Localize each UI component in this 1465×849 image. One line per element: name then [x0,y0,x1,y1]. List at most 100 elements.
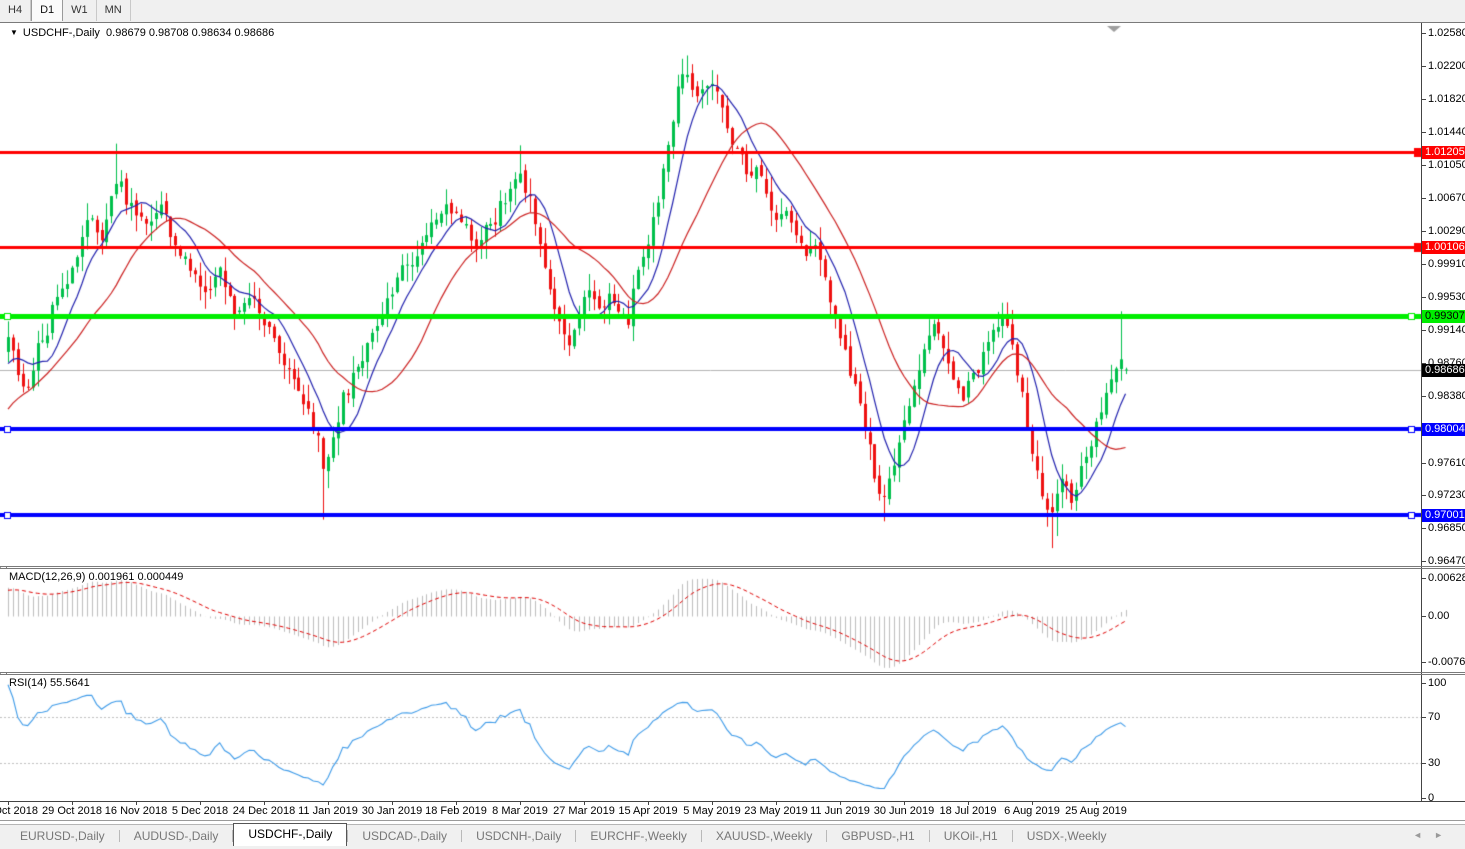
rsi-indicator-canvas[interactable] [0,675,1421,801]
time-axis-tick [904,801,905,805]
chart-dropdown-icon[interactable]: ▼ [10,28,18,37]
main-macd-separator[interactable] [0,566,1465,567]
tab-divider [826,829,828,842]
rsi-scale-tick [1421,798,1426,799]
main-macd-separator-2[interactable] [0,568,1465,569]
price-scale-tick [1421,495,1426,496]
rsi-scale-label: 100 [1428,677,1447,689]
time-axis-tick [520,801,521,805]
tab-divider [118,829,120,842]
time-axis-label: 30 Jan 2019 [361,805,423,817]
chart-tab-usdcnh-daily[interactable]: USDCNH-,Daily [476,829,562,843]
timeframe-toolbar: H4 D1 W1 MN [0,0,1465,23]
macd-indicator-canvas[interactable] [0,569,1421,672]
time-axis-label: 15 Apr 2019 [618,805,678,817]
time-axis-tick [72,801,73,805]
price-scale-border [1421,23,1422,802]
time-axis-tick [968,801,969,805]
chart-tab-usdcad-daily[interactable]: USDCAD-,Daily [362,829,448,843]
chart-tab-audusd-daily[interactable]: AUDUSD-,Daily [133,829,219,843]
tabs-scroll-left-icon[interactable]: ◄ [1413,830,1435,840]
macd-rsi-separator-2[interactable] [0,674,1465,675]
time-axis-label: 18 Feb 2019 [425,805,487,817]
price-scale-tick [1421,363,1426,364]
price-scale-label: 0.98380 [1428,390,1465,402]
time-axis-tick [8,801,9,805]
time-axis-label: 11 Jan 2019 [298,805,358,817]
price-scale-label: 0.96470 [1428,555,1465,567]
tab-divider [347,829,349,842]
price-scale-tick [1421,264,1426,265]
tab-divider [700,829,702,842]
chart-tab-gbpusd-h1[interactable]: GBPUSD-,H1 [841,829,915,843]
chart-tab-ukoil-h1[interactable]: UKOil-,H1 [943,829,998,843]
rsi-scale-label: 0 [1428,792,1435,804]
macd-label: MACD(12,26,9) 0.001961 0.000449 [9,571,183,583]
main-chart-canvas[interactable] [0,23,1421,566]
time-axis-tick [328,801,329,805]
chart-title: ▼ USDCHF-,Daily 0.98679 0.98708 0.98634 0… [10,27,274,39]
price-scale-label: 1.02200 [1428,60,1465,72]
price-scale-label: 1.02580 [1428,27,1465,39]
time-axis-tick [1032,801,1033,805]
price-scale-label: 0.99140 [1428,324,1465,336]
price-scale-label: 0.99530 [1428,291,1465,303]
timeframe-button-h4[interactable]: H4 [0,0,32,21]
price-scale-label: 1.01440 [1428,126,1465,138]
price-scale-tick [1421,165,1426,166]
timeframe-button-d1[interactable]: D1 [31,0,64,21]
rsi-scale-label: 70 [1428,711,1441,723]
level-price-label: 1.00106 [1422,241,1465,254]
macd-scale-label: 0.00 [1428,610,1450,622]
chart-window-top-border [0,22,1465,23]
price-scale-label: 0.96850 [1428,522,1465,534]
price-scale-label: 1.01820 [1428,93,1465,105]
time-axis-label: 18 Jul 2019 [939,805,997,817]
time-axis-tick [264,801,265,805]
tab-divider [928,829,930,842]
timeframe-button-w1[interactable]: W1 [63,0,97,21]
time-axis-tick [840,801,841,805]
chart-tab-usdx-weekly[interactable]: USDX-,Weekly [1026,829,1107,843]
chart-tab-usdchf-daily[interactable]: USDCHF-,Daily [233,823,348,846]
price-scale-label: 1.01050 [1428,159,1465,171]
macd-rsi-separator[interactable] [0,672,1465,673]
price-scale-label: 0.97230 [1428,489,1465,501]
macd-scale-tick [1421,662,1426,663]
time-axis-tick [1096,801,1097,805]
level-price-label: 1.01205 [1422,146,1465,159]
price-scale-tick [1421,99,1426,100]
price-scale-tick [1421,297,1426,298]
tabs-scroll-right-icon[interactable]: ► [1434,830,1455,840]
price-scale-label: 0.97610 [1428,457,1465,469]
price-scale-tick [1421,463,1426,464]
level-price-label: 0.97001 [1422,509,1465,522]
price-scale-label: 1.00670 [1428,192,1465,204]
tab-divider [1011,829,1013,842]
time-axis-tick [392,801,393,805]
chart-tab-xauusd-weekly[interactable]: XAUUSD-,Weekly [715,829,813,843]
time-axis-label: 5 May 2019 [683,805,741,817]
macd-scale-tick [1421,578,1426,579]
rsi-scale-tick [1421,763,1426,764]
chart-window-bottom-border [0,820,1465,821]
macd-scale-label: 0.006286 [1428,572,1465,584]
rsi-name: RSI(14) [9,677,47,689]
time-axis-label: 11 Jun 2019 [810,805,870,817]
price-scale-label: 1.00290 [1428,225,1465,237]
timeframe-button-mn[interactable]: MN [97,0,131,21]
rsi-scale-tick [1421,717,1426,718]
current-price-label: 0.98686 [1422,364,1465,377]
price-scale-tick [1421,132,1426,133]
chart-tab-eurchf-weekly[interactable]: EURCHF-,Weekly [590,829,687,843]
price-scale-tick [1421,561,1426,562]
time-axis-tick [584,801,585,805]
chart-tab-eurusd-daily[interactable]: EURUSD-,Daily [20,829,105,843]
time-axis-border [0,801,1465,802]
macd-scale-tick [1421,616,1426,617]
price-scale-label: 0.99910 [1428,258,1465,270]
time-axis-tick [712,801,713,805]
time-axis-tick [136,801,137,805]
time-axis-label: 27 Mar 2019 [553,805,615,817]
